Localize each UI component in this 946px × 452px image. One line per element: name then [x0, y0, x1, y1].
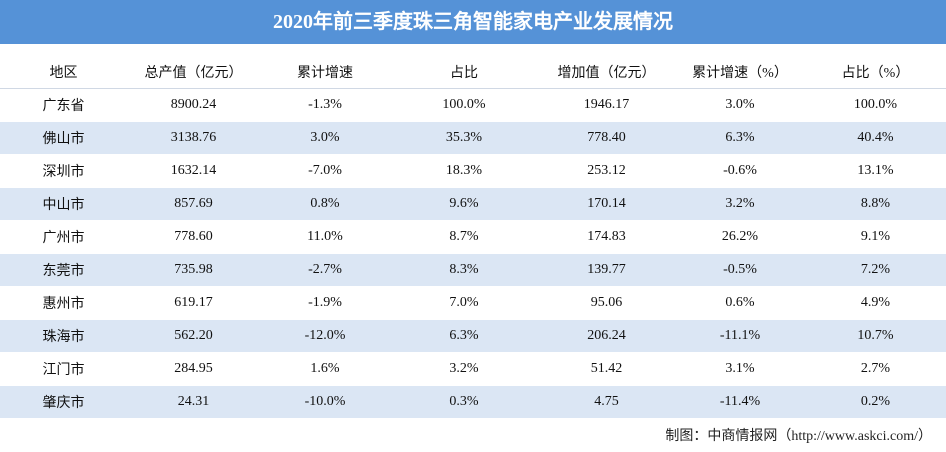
table-cell: 857.69 [127, 187, 260, 221]
table-row: 江门市 284.95 1.6% 3.2% 51.42 3.1% 2.7% [0, 352, 946, 386]
table-row: 肇庆市 24.31 -10.0% 0.3% 4.75 -11.4% 0.2% [0, 385, 946, 419]
table-cell: 7.0% [390, 286, 538, 320]
table-row: 东莞市 735.98 -2.7% 8.3% 139.77 -0.5% 7.2% [0, 253, 946, 287]
table-cell: 100.0% [390, 88, 538, 122]
table-cell: 珠海市 [0, 319, 127, 353]
table-cell: 8.8% [805, 187, 946, 221]
table-cell: 8900.24 [127, 88, 260, 122]
table-cell: 0.3% [390, 385, 538, 419]
table-cell: 广东省 [0, 88, 127, 122]
table-cell: 562.20 [127, 319, 260, 353]
table-cell: 8.3% [390, 253, 538, 287]
table-cell: 6.3% [390, 319, 538, 353]
table-cell: 肇庆市 [0, 385, 127, 419]
table-body: 广东省 8900.24 -1.3% 100.0% 1946.17 3.0% 100.0% 佛山… [0, 88, 946, 419]
header-cell: 占比 [390, 56, 538, 89]
header-cell: 累计增速（%） [675, 56, 805, 89]
table-row: 中山市 857.69 0.8% 9.6% 170.14 3.2% 8.8% [0, 187, 946, 221]
table-cell: -11.4% [675, 385, 805, 419]
table-row: 广东省 8900.24 -1.3% 100.0% 1946.17 3.0% 100.0% [0, 88, 946, 122]
table-cell: 206.24 [538, 319, 675, 353]
table-cell: 8.7% [390, 220, 538, 254]
header-cell: 累计增速 [260, 56, 390, 89]
table-cell: 26.2% [675, 220, 805, 254]
table-cell: 广州市 [0, 220, 127, 254]
header-cell: 地区 [0, 56, 127, 89]
table-cell: 284.95 [127, 352, 260, 386]
table-cell: -2.7% [260, 253, 390, 287]
table-cell: -0.5% [675, 253, 805, 287]
table-cell: -7.0% [260, 154, 390, 188]
header-row: 地区 总产值（亿元） 累计增速 占比 增加值（亿元） 累计增速（%） 占比（%） [0, 56, 946, 89]
header-cell: 增加值（亿元） [538, 56, 675, 89]
table-row: 深圳市 1632.14 -7.0% 18.3% 253.12 -0.6% 13.1% [0, 154, 946, 188]
table-cell: 139.77 [538, 253, 675, 287]
table-cell: 11.0% [260, 220, 390, 254]
table-row: 惠州市 619.17 -1.9% 7.0% 95.06 0.6% 4.9% [0, 286, 946, 320]
table-cell: 3138.76 [127, 121, 260, 155]
table-cell: 95.06 [538, 286, 675, 320]
table-cell: 778.60 [127, 220, 260, 254]
table-cell: 深圳市 [0, 154, 127, 188]
table-cell: 0.8% [260, 187, 390, 221]
table-row: 广州市 778.60 11.0% 8.7% 174.83 26.2% 9.1% [0, 220, 946, 254]
table-cell: 2.7% [805, 352, 946, 386]
table: 地区 总产值（亿元） 累计增速 占比 增加值（亿元） 累计增速（%） 占比（%） 广东省 89… [0, 56, 946, 419]
table-cell: 619.17 [127, 286, 260, 320]
table-cell: 51.42 [538, 352, 675, 386]
table-cell: 1632.14 [127, 154, 260, 188]
table-cell: -0.6% [675, 154, 805, 188]
table-cell: 100.0% [805, 88, 946, 122]
table-row: 珠海市 562.20 -12.0% 6.3% 206.24 -11.1% 10.7% [0, 319, 946, 353]
table-cell: 9.6% [390, 187, 538, 221]
table-cell: 778.40 [538, 121, 675, 155]
table-cell: 1946.17 [538, 88, 675, 122]
table-cell: 3.2% [675, 187, 805, 221]
table-cell: -1.3% [260, 88, 390, 122]
table-cell: 9.1% [805, 220, 946, 254]
header-cell: 总产值（亿元） [127, 56, 260, 89]
table-cell: 惠州市 [0, 286, 127, 320]
table-cell: -11.1% [675, 319, 805, 353]
table-cell: 江门市 [0, 352, 127, 386]
table-cell: 3.2% [390, 352, 538, 386]
table-cell: -10.0% [260, 385, 390, 419]
table-cell: 170.14 [538, 187, 675, 221]
table-cell: -1.9% [260, 286, 390, 320]
table-cell: 3.0% [260, 121, 390, 155]
title: 2020年前三季度珠三角智能家电产业发展情况 [0, 0, 946, 44]
table-cell: 24.31 [127, 385, 260, 419]
table-cell: 3.0% [675, 88, 805, 122]
header-cell: 占比（%） [805, 56, 946, 89]
table-cell: 174.83 [538, 220, 675, 254]
table-cell: 253.12 [538, 154, 675, 188]
table-cell: 35.3% [390, 121, 538, 155]
table-cell: 中山市 [0, 187, 127, 221]
table-cell: 18.3% [390, 154, 538, 188]
table-cell: 735.98 [127, 253, 260, 287]
table-cell: 6.3% [675, 121, 805, 155]
table-cell: 0.6% [675, 286, 805, 320]
table-cell: 1.6% [260, 352, 390, 386]
table-cell: 0.2% [805, 385, 946, 419]
source-note: 制图：中商情报网（http://www.askci.com/） [665, 429, 932, 444]
table-cell: 7.2% [805, 253, 946, 287]
table-cell: 东莞市 [0, 253, 127, 287]
table-cell: 40.4% [805, 121, 946, 155]
table-cell: -12.0% [260, 319, 390, 353]
table-cell: 10.7% [805, 319, 946, 353]
table-cell: 佛山市 [0, 121, 127, 155]
table-row: 佛山市 3138.76 3.0% 35.3% 778.40 6.3% 40.4% [0, 121, 946, 155]
table-cell: 4.75 [538, 385, 675, 419]
table-cell: 4.9% [805, 286, 946, 320]
table-cell: 13.1% [805, 154, 946, 188]
table-cell: 3.1% [675, 352, 805, 386]
